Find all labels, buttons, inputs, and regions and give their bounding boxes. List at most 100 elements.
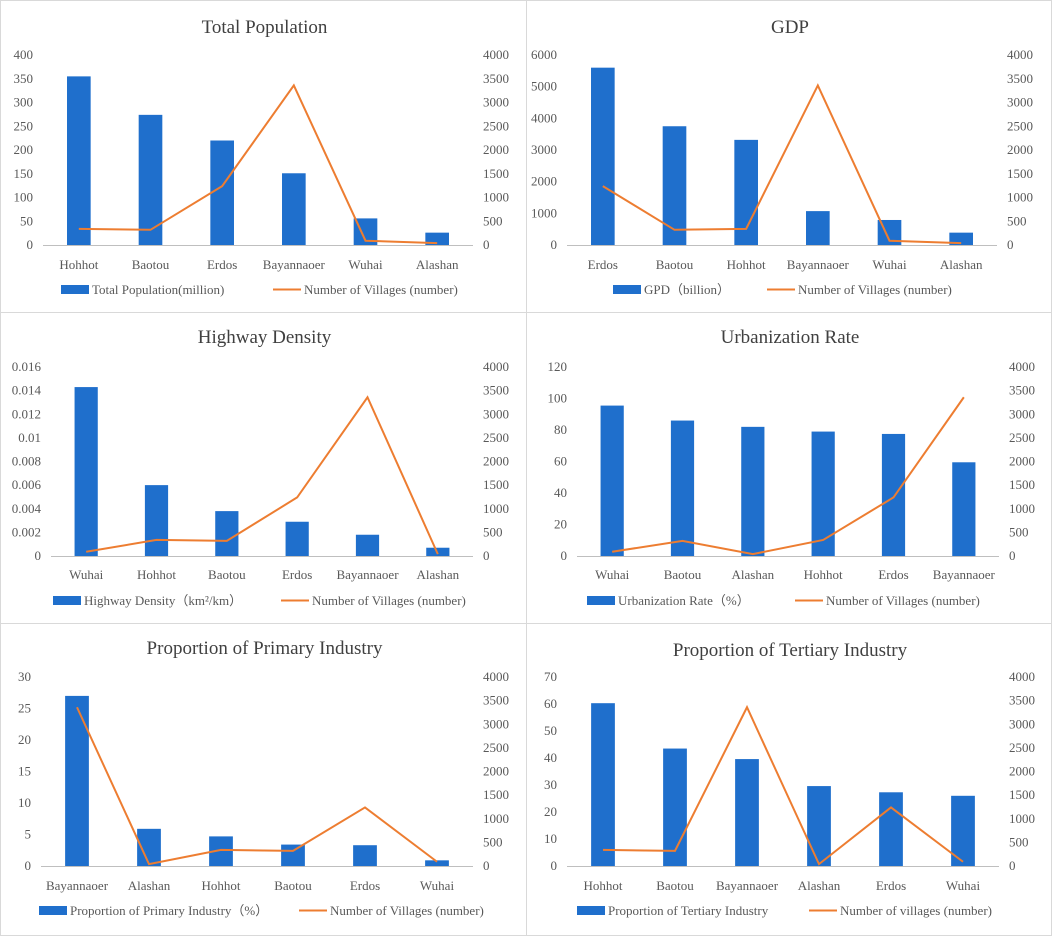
right-axis-tick-label: 3000 bbox=[483, 95, 509, 110]
category-label: Wuhai bbox=[595, 567, 630, 582]
left-axis-tick-label: 50 bbox=[544, 723, 557, 738]
bar bbox=[741, 427, 764, 556]
left-axis-tick-label: 5 bbox=[25, 827, 32, 842]
right-axis-tick-label: 3000 bbox=[1007, 95, 1033, 110]
bar bbox=[67, 76, 91, 245]
bar bbox=[286, 522, 309, 556]
category-label: Wuhai bbox=[420, 878, 455, 893]
chart-svg: GDP0100020003000400050006000050010001500… bbox=[527, 1, 1052, 314]
legend-bar-swatch bbox=[587, 596, 615, 605]
right-axis-tick-label: 3500 bbox=[1007, 71, 1033, 86]
right-axis-tick-label: 1000 bbox=[1009, 811, 1035, 826]
category-label: Baotou bbox=[274, 878, 312, 893]
category-label: Bayannaoer bbox=[336, 567, 399, 582]
legend-line-label: Number of Villages (number) bbox=[330, 903, 484, 918]
category-label: Wuhai bbox=[348, 257, 383, 272]
right-axis-tick-label: 500 bbox=[483, 834, 503, 849]
legend-bar-swatch bbox=[53, 596, 81, 605]
legend-bar-swatch bbox=[61, 285, 89, 294]
right-axis-tick-label: 1500 bbox=[1009, 477, 1035, 492]
legend-line-label: Number of Villages (number) bbox=[798, 282, 952, 297]
left-axis-tick-label: 0.012 bbox=[12, 406, 41, 421]
left-axis-tick-label: 3000 bbox=[531, 142, 557, 157]
villages-line bbox=[86, 397, 438, 554]
category-label: Alashan bbox=[128, 878, 171, 893]
legend-line-label: Number of Villages (number) bbox=[304, 282, 458, 297]
left-axis-tick-label: 350 bbox=[14, 71, 34, 86]
bar bbox=[215, 511, 238, 556]
left-axis-tick-label: 60 bbox=[544, 696, 557, 711]
right-axis-tick-label: 2000 bbox=[1009, 454, 1035, 469]
left-axis-tick-label: 60 bbox=[554, 454, 567, 469]
left-axis-tick-label: 0.008 bbox=[12, 454, 41, 469]
chart-title: Urbanization Rate bbox=[721, 327, 860, 348]
right-axis-tick-label: 1000 bbox=[1007, 190, 1033, 205]
category-label: Bayannaoer bbox=[716, 878, 779, 893]
right-axis-tick-label: 2500 bbox=[1007, 118, 1033, 133]
legend-bar-label: GPD（billion） bbox=[644, 282, 730, 297]
right-axis-tick-label: 3000 bbox=[483, 406, 509, 421]
right-axis-tick-label: 4000 bbox=[483, 47, 509, 62]
left-axis-tick-label: 50 bbox=[20, 213, 33, 228]
villages-line bbox=[603, 85, 961, 243]
left-axis-tick-label: 70 bbox=[544, 669, 557, 684]
category-label: Alashan bbox=[798, 878, 841, 893]
category-label: Hohhot bbox=[584, 878, 623, 893]
category-label: Hohhot bbox=[727, 257, 766, 272]
right-axis-tick-label: 2000 bbox=[1009, 764, 1035, 779]
left-axis-tick-label: 300 bbox=[14, 95, 34, 110]
right-axis-tick-label: 2000 bbox=[483, 142, 509, 157]
right-axis-tick-label: 3500 bbox=[483, 383, 509, 398]
legend-bar-swatch bbox=[613, 285, 641, 294]
right-axis-tick-label: 2500 bbox=[483, 740, 509, 755]
legend-bar-label: Proportion of Primary Industry（%） bbox=[70, 903, 268, 918]
legend-line-label: Number of Villages (number) bbox=[312, 593, 466, 608]
category-label: Bayannaoer bbox=[933, 567, 996, 582]
category-label: Wuhai bbox=[946, 878, 981, 893]
left-axis-tick-label: 20 bbox=[544, 804, 557, 819]
right-axis-tick-label: 3000 bbox=[1009, 406, 1035, 421]
legend-bar-label: Urbanization Rate（%） bbox=[618, 593, 750, 608]
category-label: Wuhai bbox=[69, 567, 104, 582]
right-axis-tick-label: 2000 bbox=[1007, 142, 1033, 157]
left-axis-tick-label: 0.004 bbox=[12, 501, 42, 516]
right-axis-tick-label: 2500 bbox=[1009, 430, 1035, 445]
bar bbox=[663, 749, 687, 866]
right-axis-tick-label: 3000 bbox=[1009, 716, 1035, 731]
legend-line-label: Number of Villages (number) bbox=[826, 593, 980, 608]
left-axis-tick-label: 10 bbox=[544, 831, 557, 846]
bar bbox=[282, 173, 306, 245]
right-axis-tick-label: 2500 bbox=[483, 118, 509, 133]
legend-bar-label: Proportion of Tertiary Industry bbox=[608, 903, 769, 918]
right-axis-tick-label: 2500 bbox=[483, 430, 509, 445]
right-axis-tick-label: 4000 bbox=[483, 359, 509, 374]
category-label: Baotou bbox=[656, 878, 694, 893]
bar bbox=[145, 485, 168, 556]
category-label: Erdos bbox=[350, 878, 380, 893]
right-axis-tick-label: 1500 bbox=[483, 787, 509, 802]
left-axis-tick-label: 20 bbox=[18, 732, 31, 747]
left-axis-tick-label: 1000 bbox=[531, 205, 557, 220]
right-axis-tick-label: 1500 bbox=[483, 166, 509, 181]
left-axis-tick-label: 400 bbox=[14, 47, 34, 62]
bar bbox=[879, 792, 903, 866]
bar bbox=[356, 535, 379, 556]
right-axis-tick-label: 2500 bbox=[1009, 740, 1035, 755]
left-axis-tick-label: 30 bbox=[544, 777, 557, 792]
right-axis-tick-label: 3500 bbox=[483, 71, 509, 86]
legend-bar-label: Highway Density（km²/km） bbox=[84, 593, 242, 608]
legend-line-label: Number of villages (number) bbox=[840, 903, 992, 918]
left-axis-tick-label: 25 bbox=[18, 701, 31, 716]
bar bbox=[591, 68, 615, 245]
left-axis-tick-label: 0.002 bbox=[12, 524, 41, 539]
left-axis-tick-label: 2000 bbox=[531, 174, 557, 189]
bar bbox=[281, 845, 305, 866]
right-axis-tick-label: 0 bbox=[1009, 548, 1016, 563]
left-axis-tick-label: 4000 bbox=[531, 110, 557, 125]
bar bbox=[591, 703, 615, 866]
category-label: Hohhot bbox=[804, 567, 843, 582]
villages-line bbox=[77, 707, 437, 864]
